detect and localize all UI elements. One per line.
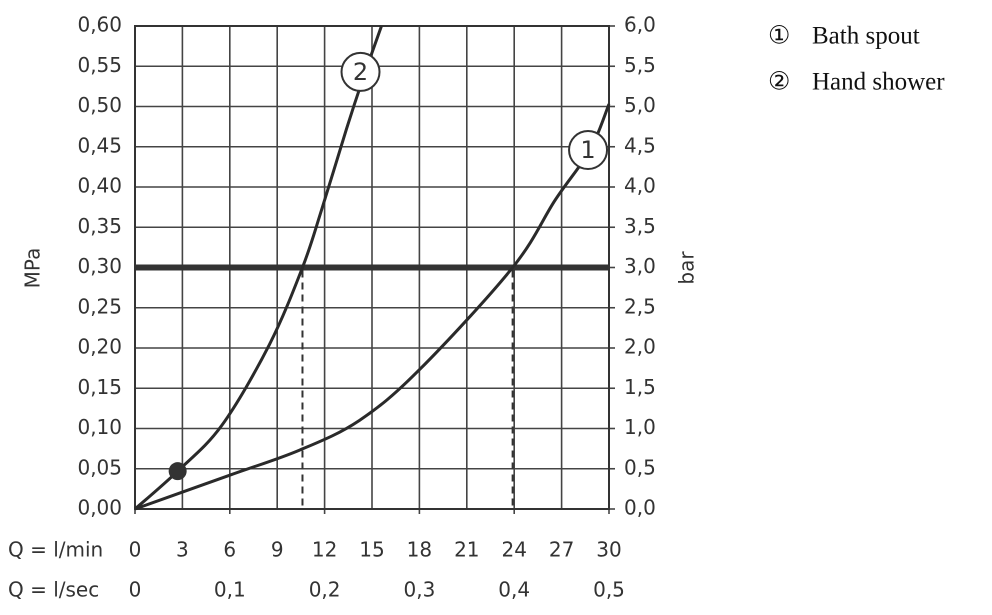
curve-label: 2 <box>353 58 368 86</box>
y-tick-label: 0,40 <box>77 174 122 198</box>
y-tick-label: 0,35 <box>77 214 122 238</box>
legend-label: Bath spout <box>812 23 920 50</box>
y-tick-label: 0,45 <box>77 133 122 157</box>
y-tick-label: 0,25 <box>77 294 122 318</box>
x-tick-label: 15 <box>359 538 384 562</box>
x-tick-label: 21 <box>454 538 479 562</box>
x2-tick-label: 0,3 <box>403 578 435 602</box>
x2-axis-label: Q = l/sec <box>8 578 99 602</box>
y2-tick-label: 4,5 <box>624 133 656 157</box>
x-tick-label: 24 <box>501 538 526 562</box>
x2-tick-label: 0,2 <box>309 578 341 602</box>
x2-tick-label: 0,4 <box>498 578 530 602</box>
y-tick-label: 0,50 <box>77 93 122 117</box>
x-tick-label: 9 <box>271 538 284 562</box>
y2-tick-label: 1,0 <box>624 415 656 439</box>
y2-tick-label: 1,5 <box>624 375 656 399</box>
x2-tick-label: 0,1 <box>214 578 246 602</box>
y2-tick-label: 4,0 <box>624 174 656 198</box>
y-tick-label: 0,30 <box>77 254 122 278</box>
curve <box>134 103 611 511</box>
y2-tick-label: 6,0 <box>624 13 656 37</box>
x2-tick-label: 0,5 <box>593 578 625 602</box>
curve <box>134 25 383 511</box>
curve-label: 1 <box>580 136 595 164</box>
y2-tick-label: 3,5 <box>624 214 656 238</box>
y2-tick-label: 5,0 <box>624 93 656 117</box>
y2-tick-label: 2,0 <box>624 335 656 359</box>
curve-label-circle <box>568 129 609 170</box>
x-tick-label: 6 <box>223 538 236 562</box>
y-tick-label: 0,15 <box>77 375 122 399</box>
y-axis-label: MPa <box>21 248 45 289</box>
x-tick-label: 12 <box>312 538 337 562</box>
legend-symbol: ① <box>768 23 790 50</box>
y-tick-label: 0,00 <box>77 496 122 520</box>
y-tick-label: 0,05 <box>77 455 122 479</box>
x-tick-label: 27 <box>549 538 574 562</box>
y2-tick-label: 2,5 <box>624 294 656 318</box>
legend-symbol: ② <box>768 69 790 96</box>
legend-label: Hand shower <box>812 69 945 96</box>
y2-tick-label: 3,0 <box>624 254 656 278</box>
x2-tick-label: 0 <box>129 578 142 602</box>
y-tick-label: 0,60 <box>77 13 122 37</box>
x-tick-label: 3 <box>176 538 189 562</box>
x-tick-label: 0 <box>129 538 142 562</box>
x-tick-label: 18 <box>407 538 432 562</box>
y2-tick-label: 5,5 <box>624 53 656 77</box>
curve-label-circle <box>340 51 381 92</box>
marker-dot <box>168 462 187 481</box>
y2-axis-label: bar <box>675 251 699 285</box>
y-tick-label: 0,20 <box>77 335 122 359</box>
y-tick-label: 0,10 <box>77 415 122 439</box>
y2-tick-label: 0,0 <box>624 496 656 520</box>
y-tick-label: 0,55 <box>77 53 122 77</box>
y2-tick-label: 0,5 <box>624 455 656 479</box>
x-tick-label: 30 <box>596 538 621 562</box>
x-axis-label: Q = l/min <box>8 538 103 562</box>
